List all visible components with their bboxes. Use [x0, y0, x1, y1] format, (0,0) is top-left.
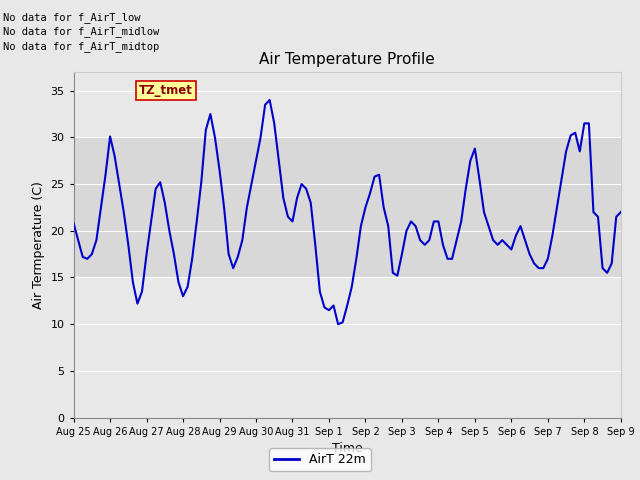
X-axis label: Time: Time: [332, 442, 363, 455]
Text: No data for f_AirT_midtop: No data for f_AirT_midtop: [3, 41, 159, 52]
Text: No data for f_AirT_midlow: No data for f_AirT_midlow: [3, 26, 159, 37]
Bar: [74, 137, 621, 277]
Text: No data for f_AirT_low: No data for f_AirT_low: [3, 12, 141, 23]
Legend: AirT 22m: AirT 22m: [269, 448, 371, 471]
Y-axis label: Air Termperature (C): Air Termperature (C): [32, 181, 45, 309]
Text: TZ_tmet: TZ_tmet: [140, 84, 193, 97]
Title: Air Temperature Profile: Air Temperature Profile: [259, 52, 435, 67]
